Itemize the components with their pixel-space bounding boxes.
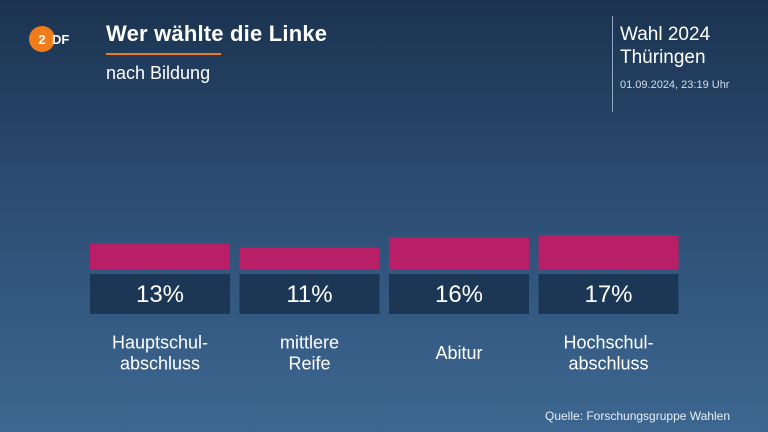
zdf-logo-circle (29, 26, 55, 52)
bar-2 (389, 237, 529, 270)
bar-0 (90, 243, 230, 270)
category-label-3-1: abschluss (568, 354, 648, 374)
value-label-box-3 (538, 274, 679, 314)
bar-1 (239, 247, 380, 270)
zdf-logo-mark: 2 (38, 32, 45, 47)
value-label-2: 16% (435, 281, 483, 308)
category-label-0-0: Hauptschul- (112, 333, 208, 353)
value-label-1: 11% (286, 281, 332, 308)
title-underline (106, 53, 221, 55)
timestamp: 01.09.2024, 23:19 Uhr (620, 79, 730, 91)
value-label-box-2 (389, 274, 529, 314)
chart-subtitle: nach Bildung (106, 63, 211, 83)
election-region: Thüringen (620, 47, 706, 68)
election-name: Wahl 2024 (620, 24, 711, 45)
header-divider (612, 16, 613, 112)
election-label: Wahl 2024 Thüringen (620, 23, 710, 69)
chart-title: Wer wählte die Linke (106, 21, 328, 46)
category-label-2-0: Abitur (435, 343, 482, 363)
zdf-logo: 2 DF (29, 26, 69, 52)
source-note: Quelle: Forschungsgruppe Wahlen (545, 409, 730, 423)
value-label-0: 13% (136, 281, 184, 308)
category-label-1-0: mittlere (280, 333, 339, 353)
category-label-3-0: Hochschul- (563, 333, 653, 353)
value-label-3: 17% (584, 281, 632, 308)
value-label-box-0 (90, 274, 230, 314)
category-label-1-1: Reife (288, 354, 330, 374)
bar-3 (538, 235, 679, 270)
value-label-box-1 (239, 274, 380, 314)
zdf-logo-letters: DF (52, 32, 69, 47)
category-label-0-1: abschluss (120, 354, 200, 374)
